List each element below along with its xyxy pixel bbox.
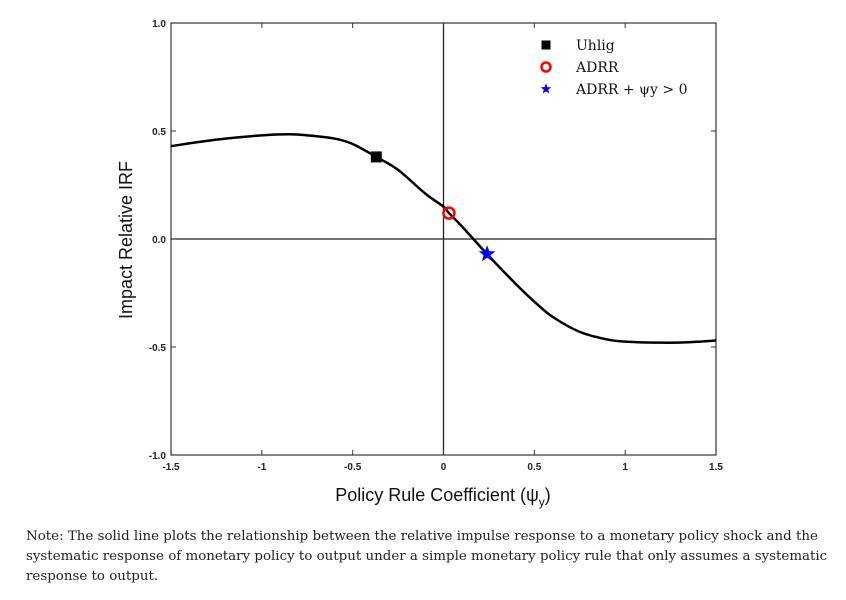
y-axis-label: Impact Relative IRF [116,161,136,319]
x-tick-label: -1.5 [162,462,180,473]
y-tick-label: -1.0 [149,451,167,462]
series-line-curve [170,132,717,344]
chart: -1.5 -1 -0.5 0 0.5 1 1.5 1.0 0.5 0.0 -0.5 -1.0 Polic… [116,19,723,509]
y-tick-label: 1.0 [152,19,166,30]
x-tick-label: -1 [257,462,266,473]
legend-label: ADRR + ψy > 0 [575,82,687,98]
figure-note: Note: The solid line plots the relations… [26,529,828,584]
y-tick-label: 0.5 [152,127,166,138]
y-tick-label: -0.5 [149,343,167,354]
marker-star [478,245,496,262]
x-tick-label: -0.5 [344,462,362,473]
legend-icon-star [540,83,552,94]
legend-label: ADRR [575,60,619,76]
x-tick-label: 0.5 [527,462,541,473]
marker-square [370,151,382,163]
x-tick-label: 1.5 [709,462,723,473]
x-tick-label: 1 [622,462,628,473]
y-tick-label: 0.0 [152,235,166,246]
marker-circle [442,206,456,220]
x-axis-label: Policy Rule Coefficient (ψy) [335,485,551,509]
legend-icon-circle [540,61,552,73]
x-tick-label: 0 [441,462,447,473]
legend-icon-square [541,40,551,50]
legend-label: Uhlig [576,38,615,54]
